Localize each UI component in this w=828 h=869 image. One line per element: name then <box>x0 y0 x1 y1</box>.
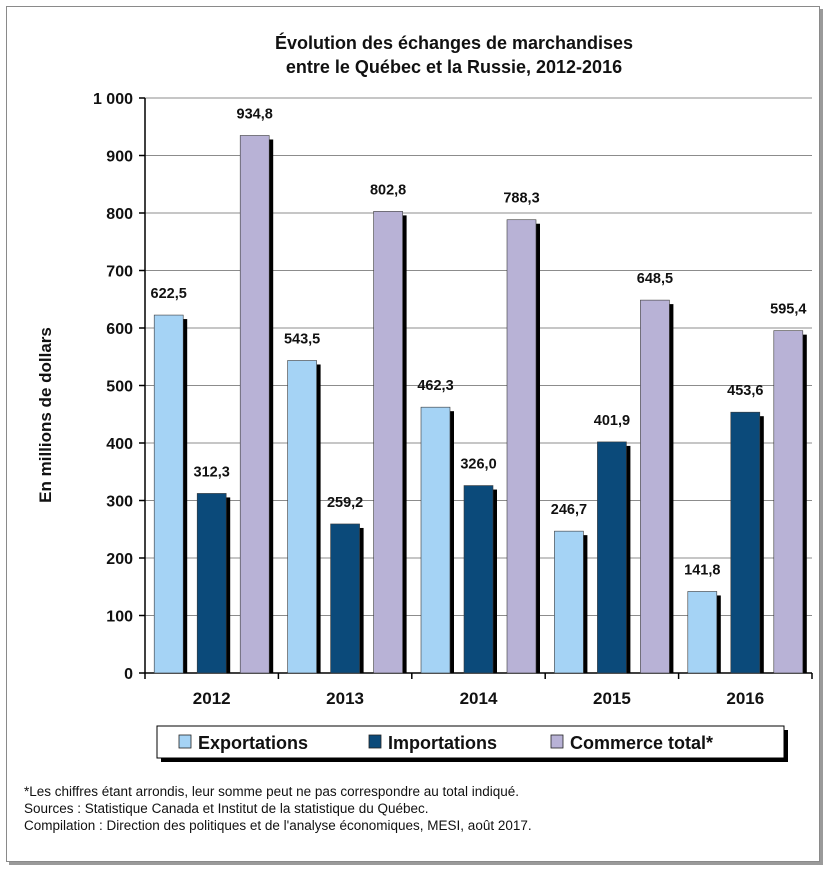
bar-importations-2015 <box>597 441 627 674</box>
x-tick-label: 2012 <box>193 689 231 708</box>
bar-commerce-total--2013 <box>373 211 403 674</box>
bar-commerce-total--2016 <box>773 330 804 674</box>
chart-title-line-1: Évolution des échanges de marchandises <box>275 32 633 53</box>
data-label: 453,6 <box>727 383 763 399</box>
bar-exportations-2014 <box>420 406 451 674</box>
legend-entry-label: Importations <box>388 733 497 753</box>
data-label: 648,5 <box>637 271 673 287</box>
axes: 0 100 200 300 400 500 600 700 800 900 1 000 2012 201… <box>93 91 813 708</box>
data-label: 259,2 <box>327 495 363 511</box>
bar-importations-2016 <box>730 411 761 674</box>
legend-swatch <box>368 734 382 749</box>
legend-entry-label: Exportations <box>198 733 308 753</box>
y-tick-label: 800 <box>106 206 133 223</box>
legend-entry-label: Commerce total* <box>570 733 713 753</box>
x-tick-label: 2014 <box>460 689 498 708</box>
legend-box <box>156 725 785 759</box>
y-tick-label: 0 <box>124 666 133 683</box>
y-tick-label: 400 <box>106 436 133 453</box>
data-label: 401,9 <box>594 413 630 429</box>
data-label: 462,3 <box>417 378 453 394</box>
y-tick-label: 700 <box>106 264 133 281</box>
bar-exportations-2013 <box>287 360 317 674</box>
data-label: 246,7 <box>551 502 587 518</box>
chart-title-line-2: entre le Québec et la Russie, 2012-2016 <box>286 57 622 77</box>
data-label: 141,8 <box>684 562 720 578</box>
chart-frame <box>6 6 820 862</box>
bar-importations-2013 <box>330 523 360 674</box>
chart-title: Évolution des échanges de marchandises e… <box>275 32 633 77</box>
data-label: 312,3 <box>194 464 230 480</box>
bar-exportations-2016 <box>687 591 718 674</box>
y-tick-label: 100 <box>106 609 133 626</box>
bar-exportations-2015 <box>554 530 584 674</box>
data-labels: 622,5 312,3 934,8 543,5 259,2 802,8 462,3 326,0… <box>151 106 807 578</box>
y-tick-label: 200 <box>106 551 133 568</box>
data-label: 543,5 <box>284 331 320 347</box>
legend-swatch <box>550 734 564 749</box>
bar-commerce-total--2012 <box>239 135 270 674</box>
y-axis-label: En millions de dollars <box>36 327 55 503</box>
bar-importations-2014 <box>463 485 494 674</box>
bars <box>153 135 807 674</box>
legend-swatch <box>178 734 192 749</box>
data-label: 802,8 <box>370 182 406 198</box>
footer-notes: *Les chiffres étant arrondis, leur somme… <box>24 783 804 834</box>
bar-commerce-total--2014 <box>506 219 537 674</box>
footnote-sources: Sources : Statistique Canada et Institut… <box>24 801 429 816</box>
y-tick-label: 900 <box>106 149 133 166</box>
footnote-compilation: Compilation : Direction des politiques e… <box>24 818 532 833</box>
x-tick-label: 2016 <box>726 689 764 708</box>
y-tick-label: 500 <box>106 379 133 396</box>
data-label: 595,4 <box>770 302 806 318</box>
y-tick-label: 1 000 <box>93 91 133 108</box>
x-tick-label: 2015 <box>593 689 631 708</box>
x-tick-label: 2013 <box>326 689 364 708</box>
bar-importations-2012 <box>196 493 227 674</box>
y-tick-label: 600 <box>106 321 133 338</box>
y-tick-label: 300 <box>106 494 133 511</box>
footnote-rounding: *Les chiffres étant arrondis, leur somme… <box>24 784 520 799</box>
bar-exportations-2012 <box>153 314 184 674</box>
data-label: 622,5 <box>151 286 187 302</box>
data-label: 326,0 <box>460 457 496 473</box>
data-label: 934,8 <box>237 106 273 122</box>
legend: Exportations Importations Commerce total* <box>156 725 788 762</box>
bar-commerce-total--2015 <box>640 299 670 674</box>
data-label: 788,3 <box>503 191 539 207</box>
